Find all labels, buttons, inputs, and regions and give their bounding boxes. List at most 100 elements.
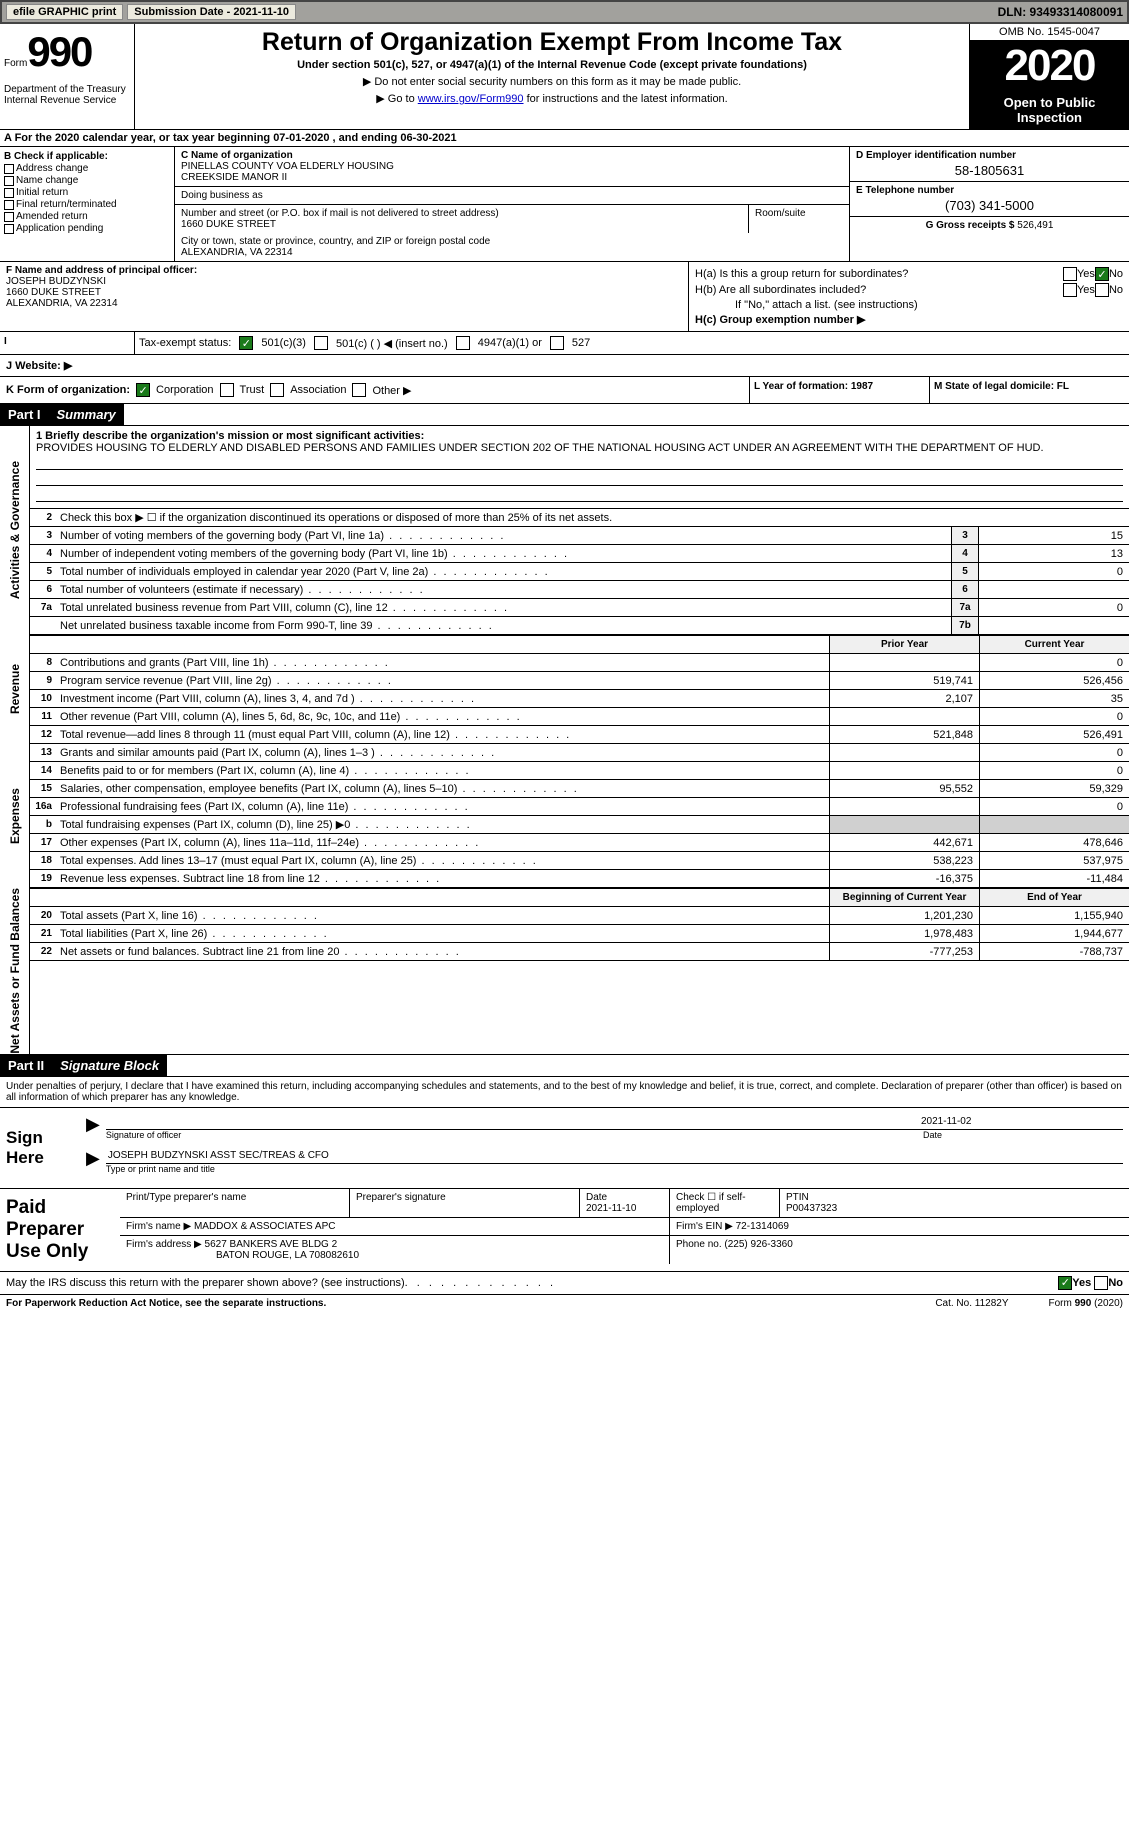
city-label: City or town, state or province, country…	[181, 236, 490, 247]
line-num-box: 7b	[951, 617, 979, 634]
submission-date: Submission Date - 2021-11-10	[127, 4, 296, 20]
date-label: Date	[923, 1130, 1123, 1140]
current-value: 35	[979, 690, 1129, 707]
527-check[interactable]	[550, 336, 564, 350]
corp-check[interactable]: ✓	[136, 383, 150, 397]
current-value: 1,155,940	[979, 907, 1129, 924]
box-f: F Name and address of principal officer:…	[0, 262, 689, 331]
col-current: Current Year	[979, 636, 1129, 653]
col-end: End of Year	[979, 889, 1129, 906]
assoc-check[interactable]	[270, 383, 284, 397]
prior-value: 95,552	[829, 780, 979, 797]
checkbox-label: Amended return	[16, 211, 88, 222]
line-text: Other expenses (Part IX, column (A), lin…	[56, 835, 829, 851]
other-check[interactable]	[352, 383, 366, 397]
row-i: I Tax-exempt status: ✓501(c)(3) 501(c) (…	[0, 332, 1129, 355]
current-value: 526,456	[979, 672, 1129, 689]
4947-check[interactable]	[456, 336, 470, 350]
dln-label: DLN: 93493314080091	[998, 5, 1123, 19]
prior-value: 538,223	[829, 852, 979, 869]
ptin-value: P00437323	[786, 1203, 837, 1214]
h-b-note: If "No," attach a list. (see instruction…	[695, 299, 1123, 311]
box-b-label: B Check if applicable:	[4, 151, 170, 162]
omb-number: OMB No. 1545-0047	[970, 24, 1129, 41]
prep-sig-label: Preparer's signature	[350, 1189, 580, 1217]
line-value: 0	[979, 563, 1129, 580]
h-b-no[interactable]	[1095, 283, 1109, 297]
checkbox[interactable]	[4, 164, 14, 174]
line-value	[979, 581, 1129, 598]
h-a-yes[interactable]	[1063, 267, 1077, 281]
prior-value: 519,741	[829, 672, 979, 689]
line-text: Net assets or fund balances. Subtract li…	[56, 944, 829, 960]
ptin-label: PTIN	[786, 1192, 809, 1203]
h-c-label: H(c) Group exemption number ▶	[695, 313, 865, 326]
trust-check[interactable]	[220, 383, 234, 397]
firm-name: MADDOX & ASSOCIATES APC	[194, 1221, 336, 1232]
current-value: 0	[979, 744, 1129, 761]
line-num-box: 3	[951, 527, 979, 544]
line-text: Revenue less expenses. Subtract line 18 …	[56, 871, 829, 887]
sign-label: Sign Here	[0, 1108, 80, 1188]
501c3-check[interactable]: ✓	[239, 336, 253, 350]
checkbox-label: Application pending	[16, 223, 103, 234]
checkbox-label: Initial return	[16, 187, 68, 198]
line-text: Net unrelated business taxable income fr…	[56, 618, 951, 634]
city-state-zip: ALEXANDRIA, VA 22314	[181, 247, 293, 258]
col-begin: Beginning of Current Year	[829, 889, 979, 906]
line-num-box: 7a	[951, 599, 979, 616]
line-text: Total number of individuals employed in …	[56, 564, 951, 580]
row-k-l-m: K Form of organization: ✓Corporation Tru…	[0, 377, 1129, 404]
line-text: Professional fundraising fees (Part IX, …	[56, 799, 829, 815]
discuss-yes[interactable]: ✓	[1058, 1276, 1072, 1290]
governance-section: Activities & Governance 1 Briefly descri…	[0, 426, 1129, 635]
side-netassets: Net Assets or Fund Balances	[8, 888, 22, 1054]
part-2-num: Part II	[0, 1055, 52, 1076]
form-prefix: Form	[4, 58, 27, 69]
arrow-icon: ▶	[86, 1148, 100, 1174]
prior-value	[829, 798, 979, 815]
checkbox[interactable]	[4, 212, 14, 222]
checkbox[interactable]	[4, 188, 14, 198]
501c-check[interactable]	[314, 336, 328, 350]
checkbox[interactable]	[4, 224, 14, 234]
note-1: ▶ Do not enter social security numbers o…	[139, 75, 965, 88]
form-subtitle: Under section 501(c), 527, or 4947(a)(1)…	[139, 59, 965, 71]
open-public: Open to Public Inspection	[970, 91, 1129, 129]
ein-value: 58-1805631	[856, 163, 1123, 178]
top-toolbar: efile GRAPHIC print Submission Date - 20…	[0, 0, 1129, 24]
part-1-num: Part I	[0, 404, 49, 425]
footer: For Paperwork Reduction Act Notice, see …	[0, 1295, 1129, 1312]
discuss-no[interactable]	[1094, 1276, 1108, 1290]
discuss-text: May the IRS discuss this return with the…	[6, 1277, 405, 1289]
h-b-yes[interactable]	[1063, 283, 1077, 297]
efile-button[interactable]: efile GRAPHIC print	[6, 4, 123, 20]
line-text: Total revenue—add lines 8 through 11 (mu…	[56, 727, 829, 743]
checkbox[interactable]	[4, 176, 14, 186]
part-1-header: Part ISummary	[0, 404, 1129, 426]
form-number: 990	[27, 28, 91, 75]
box-b: B Check if applicable: Address changeNam…	[0, 147, 175, 261]
firm-phone-label: Phone no.	[676, 1239, 722, 1250]
sig-field[interactable]	[108, 1116, 921, 1127]
h-a-label: H(a) Is this a group return for subordin…	[695, 268, 1063, 280]
firm-addr: 5627 BANKERS AVE BLDG 2	[205, 1239, 338, 1250]
prep-date-label: Date	[586, 1192, 607, 1203]
officer-addr1: 1660 DUKE STREET	[6, 287, 101, 298]
c-name-label: C Name of organization	[181, 150, 293, 161]
f-label: F Name and address of principal officer:	[6, 265, 197, 276]
sign-here: Sign Here ▶ 2021-11-02 Signature of offi…	[0, 1107, 1129, 1189]
checkbox-label: Final return/terminated	[16, 199, 117, 210]
current-value: 59,329	[979, 780, 1129, 797]
current-value: 526,491	[979, 726, 1129, 743]
instructions-link[interactable]: www.irs.gov/Form990	[418, 93, 524, 105]
tax-status-label: Tax-exempt status:	[139, 337, 231, 349]
section-f-h: F Name and address of principal officer:…	[0, 262, 1129, 332]
mission-text: PROVIDES HOUSING TO ELDERLY AND DISABLED…	[36, 442, 1044, 454]
current-value: 0	[979, 762, 1129, 779]
checkbox[interactable]	[4, 200, 14, 210]
part-2-header: Part IISignature Block	[0, 1055, 1129, 1077]
side-expenses: Expenses	[8, 788, 22, 844]
line-num-box: 5	[951, 563, 979, 580]
h-a-no[interactable]: ✓	[1095, 267, 1109, 281]
